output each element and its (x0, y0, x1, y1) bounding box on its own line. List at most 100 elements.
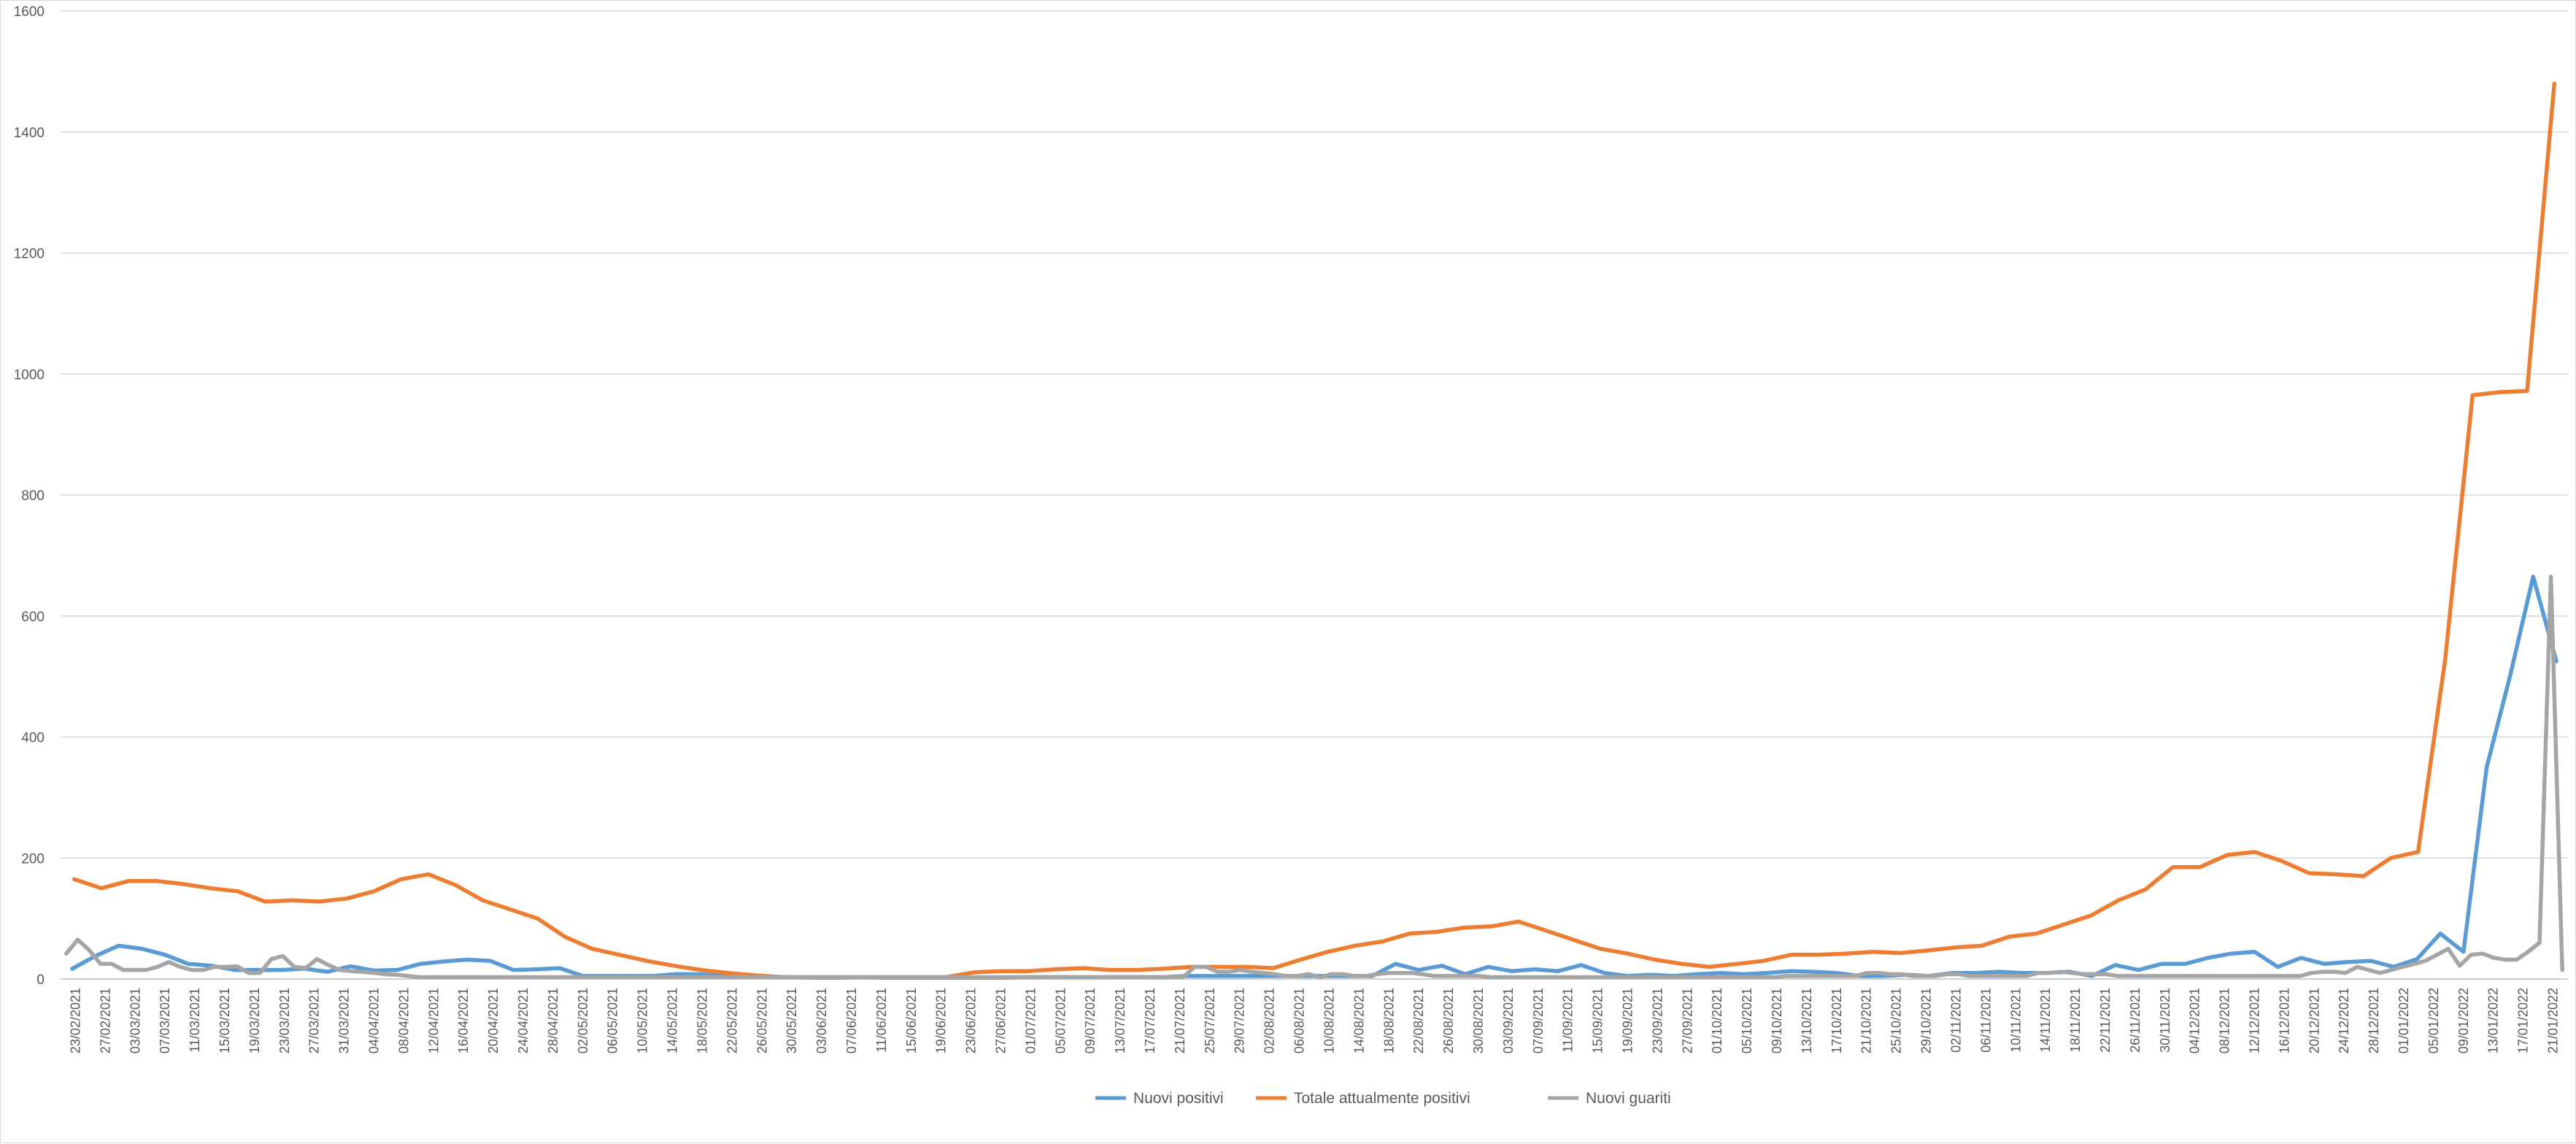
x-tick-label: 19/03/2021 (247, 988, 262, 1053)
x-tick-label: 14/08/2021 (1351, 988, 1366, 1053)
x-tick-label: 27/09/2021 (1680, 988, 1694, 1053)
x-tick-label: 29/07/2021 (1233, 988, 1247, 1053)
x-tick-label: 31/03/2021 (337, 988, 352, 1053)
x-tick-label: 28/12/2021 (2367, 988, 2381, 1053)
x-tick-label: 15/06/2021 (904, 988, 919, 1053)
series-line-0 (70, 575, 2558, 980)
x-tick-label: 15/09/2021 (1591, 988, 1605, 1053)
x-tick-label: 06/05/2021 (606, 988, 620, 1053)
x-tick-label: 23/09/2021 (1650, 988, 1665, 1053)
x-tick-label: 20/12/2021 (2307, 988, 2321, 1053)
x-tick-label: 30/05/2021 (784, 988, 799, 1053)
y-tick-label: 0 (36, 972, 45, 988)
legend: Nuovi positivi Totale attualmente positiv… (1095, 1090, 1671, 1107)
x-tick-label: 09/07/2021 (1083, 988, 1098, 1053)
x-tick-label: 10/08/2021 (1322, 988, 1336, 1053)
x-tick-label: 17/10/2021 (1829, 988, 1844, 1053)
x-tick-label: 21/07/2021 (1173, 988, 1187, 1053)
x-tick-label: 03/06/2021 (814, 988, 829, 1053)
y-tick-label: 1400 (14, 126, 45, 141)
x-tick-label: 26/11/2021 (2128, 988, 2143, 1053)
legend-label: Totale attualmente positivi (1294, 1090, 1470, 1107)
x-tick-label: 24/12/2021 (2337, 988, 2351, 1053)
x-tick-label: 01/07/2021 (1023, 988, 1038, 1053)
x-tick-label: 01/10/2021 (1710, 988, 1724, 1053)
x-tick-label: 23/06/2021 (964, 988, 979, 1053)
x-tick-label: 07/09/2021 (1531, 988, 1546, 1053)
x-tick-label: 24/04/2021 (516, 988, 531, 1053)
x-tick-label: 26/08/2021 (1441, 988, 1456, 1053)
y-tick-label: 800 (21, 488, 45, 504)
x-tick-label: 30/08/2021 (1471, 988, 1486, 1053)
x-tick-label: 02/11/2021 (1948, 988, 1963, 1053)
x-tick-label: 17/01/2022 (2516, 988, 2531, 1053)
x-tick-label: 27/06/2021 (994, 988, 1009, 1053)
legend-label: Nuovi guariti (1586, 1090, 1671, 1107)
x-tick-label: 01/01/2022 (2396, 988, 2411, 1053)
x-tick-label: 08/04/2021 (396, 988, 411, 1053)
x-tick-label: 04/12/2021 (2188, 988, 2202, 1053)
y-axis-ticks: 0 200 400 600 800 1000 1200 1400 1600 (14, 4, 45, 988)
x-tick-label: 07/03/2021 (158, 988, 172, 1053)
series-line-1 (72, 81, 2557, 980)
gridlines (61, 10, 2568, 980)
y-tick-label: 1600 (14, 4, 45, 20)
x-axis-ticks: 23/02/2021 27/02/2021 03/03/2021 07/03/2021… (68, 988, 2560, 1053)
x-tick-label: 09/01/2022 (2456, 988, 2471, 1053)
x-tick-label: 13/07/2021 (1113, 988, 1127, 1053)
series-line-2 (64, 575, 2564, 980)
x-tick-label: 30/11/2021 (2158, 988, 2172, 1053)
x-tick-label: 06/08/2021 (1292, 988, 1307, 1053)
x-tick-label: 25/10/2021 (1889, 988, 1904, 1053)
x-tick-label: 16/12/2021 (2277, 988, 2291, 1053)
x-tick-label: 07/06/2021 (844, 988, 859, 1053)
x-tick-label: 13/10/2021 (1800, 988, 1814, 1053)
x-tick-label: 15/03/2021 (217, 988, 232, 1053)
x-tick-label: 18/05/2021 (695, 988, 709, 1053)
y-tick-label: 400 (21, 731, 45, 746)
x-tick-label: 28/04/2021 (546, 988, 560, 1053)
x-tick-label: 20/04/2021 (486, 988, 501, 1053)
x-tick-label: 26/05/2021 (755, 988, 769, 1053)
x-tick-label: 22/08/2021 (1411, 988, 1426, 1053)
x-tick-label: 09/10/2021 (1770, 988, 1784, 1053)
x-tick-label: 03/09/2021 (1501, 988, 1516, 1053)
x-tick-label: 02/05/2021 (576, 988, 590, 1053)
x-tick-label: 12/04/2021 (426, 988, 441, 1053)
x-tick-label: 18/11/2021 (2068, 988, 2083, 1053)
x-tick-label: 05/01/2022 (2426, 988, 2441, 1053)
x-tick-label: 05/10/2021 (1740, 988, 1754, 1053)
x-tick-label: 10/05/2021 (636, 988, 650, 1053)
x-tick-label: 22/11/2021 (2098, 988, 2113, 1053)
x-tick-label: 23/02/2021 (68, 988, 82, 1053)
y-tick-label: 600 (21, 610, 45, 625)
x-tick-label: 21/10/2021 (1859, 988, 1874, 1053)
x-tick-label: 25/07/2021 (1203, 988, 1217, 1053)
x-tick-label: 02/08/2021 (1262, 988, 1277, 1053)
x-tick-label: 14/11/2021 (2038, 988, 2053, 1053)
x-tick-label: 14/05/2021 (666, 988, 680, 1053)
x-tick-label: 13/01/2022 (2486, 988, 2501, 1053)
x-tick-label: 04/04/2021 (367, 988, 382, 1053)
x-tick-label: 27/03/2021 (307, 988, 322, 1053)
x-tick-label: 03/03/2021 (128, 988, 142, 1053)
legend-label: Nuovi positivi (1133, 1090, 1224, 1107)
x-tick-label: 23/03/2021 (277, 988, 292, 1053)
series-lines (64, 81, 2564, 980)
x-tick-label: 12/12/2021 (2248, 988, 2262, 1053)
x-tick-label: 27/02/2021 (98, 988, 112, 1053)
x-tick-label: 18/08/2021 (1381, 988, 1396, 1053)
y-tick-label: 1200 (14, 247, 45, 262)
y-tick-label: 1000 (14, 367, 45, 383)
x-tick-label: 16/04/2021 (456, 988, 471, 1053)
x-tick-label: 11/03/2021 (188, 988, 202, 1053)
x-tick-label: 10/11/2021 (2008, 988, 2023, 1053)
x-tick-label: 11/09/2021 (1561, 988, 1576, 1053)
x-tick-label: 05/07/2021 (1053, 988, 1068, 1053)
x-tick-label: 22/05/2021 (725, 988, 739, 1053)
x-tick-label: 19/09/2021 (1621, 988, 1635, 1053)
x-tick-label: 17/07/2021 (1143, 988, 1157, 1053)
x-tick-label: 19/06/2021 (934, 988, 949, 1053)
